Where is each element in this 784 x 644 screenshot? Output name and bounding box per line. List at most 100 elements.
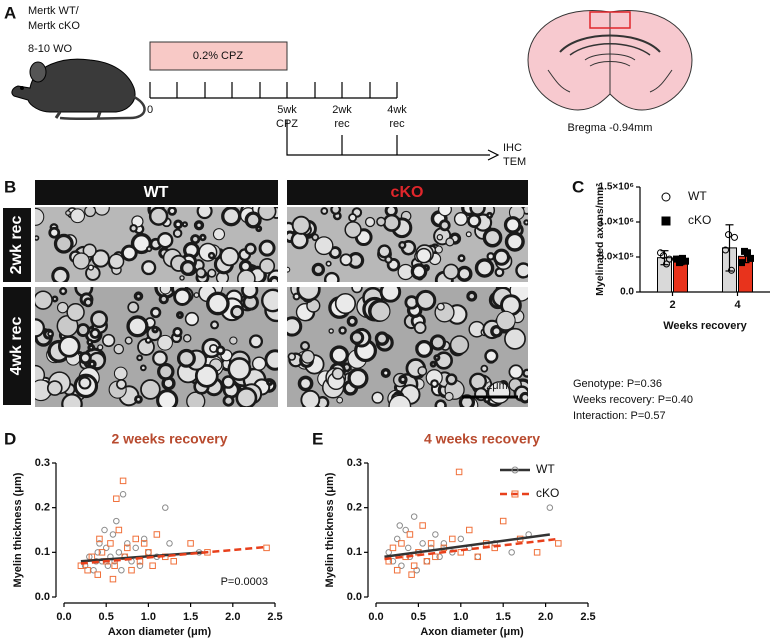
axon-profile: [339, 253, 353, 267]
axon-profile: [139, 364, 147, 372]
data-point: [728, 266, 735, 274]
data-point: [663, 260, 670, 268]
x-tick-label: 2.0: [225, 611, 240, 623]
data-point: [128, 566, 135, 574]
data-point: [149, 562, 156, 569]
axon-profile: [87, 264, 95, 271]
axon-profile: [486, 211, 494, 219]
chart-title: 4 weeks recovery: [424, 431, 540, 447]
axon-profile: [244, 211, 262, 229]
data-point: [398, 540, 405, 547]
panel-label: E: [312, 429, 323, 448]
axon-profile: [199, 233, 207, 242]
y-tick-label: 0.0: [347, 591, 362, 603]
data-point: [145, 549, 152, 556]
data-point: [109, 575, 117, 583]
column-label: WT: [144, 184, 169, 201]
axon-profile: [190, 234, 201, 245]
axon-profile: [124, 336, 133, 345]
data-point: [511, 466, 519, 474]
axon-profile: [323, 271, 340, 282]
y-axis-title: Myelin thickness (μm): [324, 472, 336, 587]
axon-profile: [89, 327, 101, 339]
axon-profile: [116, 378, 127, 390]
y-tick-label: 5.0×10⁵: [598, 252, 634, 263]
x-tick-label: 0.0: [368, 611, 383, 623]
data-point: [457, 535, 465, 543]
data-point: [136, 562, 144, 569]
x-tick-label: 2.5: [580, 611, 595, 623]
axon-profile: [291, 215, 311, 235]
axon-profile: [300, 340, 311, 351]
data-point: [455, 468, 463, 476]
axon-profile: [179, 275, 185, 281]
axon-profile: [83, 297, 94, 308]
column-header: [287, 180, 528, 205]
y-axis-title: Myelin thickness (μm): [12, 472, 24, 587]
axon-profile: [398, 374, 408, 385]
axon-profile: [336, 396, 344, 404]
axon-profile: [449, 335, 470, 355]
axon-profile: [130, 232, 153, 255]
axon-profile: [193, 220, 205, 231]
axon-profile: [474, 258, 495, 278]
data-point: [96, 540, 103, 547]
axon-profile: [159, 287, 172, 295]
data-point: [511, 490, 519, 498]
axon-profile: [456, 265, 473, 282]
data-point: [508, 549, 515, 556]
axon-profile: [261, 288, 278, 313]
chart-title: 2 weeks recovery: [112, 431, 228, 447]
timeline-label: rec: [334, 118, 350, 130]
data-point: [115, 526, 123, 534]
x-tick-label: 2.5: [267, 611, 282, 623]
axon-profile: [257, 207, 277, 221]
data-point: [132, 544, 139, 552]
axon-profile: [416, 247, 432, 264]
axon-profile: [429, 360, 437, 368]
y-tick-label: 0.0: [35, 591, 50, 603]
y-tick-label: 1.5×10⁶: [599, 182, 634, 193]
x-tick-label: 0.0: [56, 611, 71, 623]
axon-profile: [87, 359, 97, 369]
axon-profile: [444, 391, 454, 401]
axon-profile: [210, 320, 220, 330]
axon-profile: [156, 389, 179, 407]
data-point: [410, 513, 418, 520]
axon-profile: [384, 255, 393, 264]
axon-profile: [53, 233, 74, 254]
data-point: [555, 540, 562, 547]
axon-profile: [102, 333, 116, 348]
axon-profile: [157, 362, 175, 381]
axon-profile: [347, 367, 369, 389]
treatment-box: [149, 41, 288, 71]
data-point: [404, 544, 412, 552]
data-point: [396, 522, 403, 529]
axon-profile: [436, 234, 444, 241]
row-header: [3, 287, 31, 405]
axon-profile: [457, 254, 466, 263]
panel-label: B: [4, 177, 16, 196]
y-tick-label: 0.2: [35, 502, 50, 514]
data-point: [166, 540, 173, 547]
axon-profile: [328, 328, 334, 334]
axon-profile: [398, 241, 407, 250]
data-point: [389, 558, 397, 565]
timeline-label: 2wk: [332, 104, 352, 116]
timeline-label: 5wk: [277, 104, 297, 116]
panel-label: C: [572, 177, 584, 196]
axon-profile: [434, 399, 447, 407]
data-point: [406, 531, 414, 538]
axon-profile: [484, 349, 499, 364]
axon-profile: [433, 354, 441, 362]
data-point: [119, 477, 127, 485]
x-tick-label: 1.5: [496, 611, 511, 623]
legend-label: cKO: [688, 213, 711, 227]
axon-profile: [311, 233, 320, 242]
data-point: [84, 566, 91, 574]
data-point: [402, 526, 409, 534]
fit-line: [80, 545, 267, 565]
axon-profile: [51, 266, 70, 282]
axon-profile: [134, 395, 143, 404]
x-tick-label: 2.0: [538, 611, 553, 623]
